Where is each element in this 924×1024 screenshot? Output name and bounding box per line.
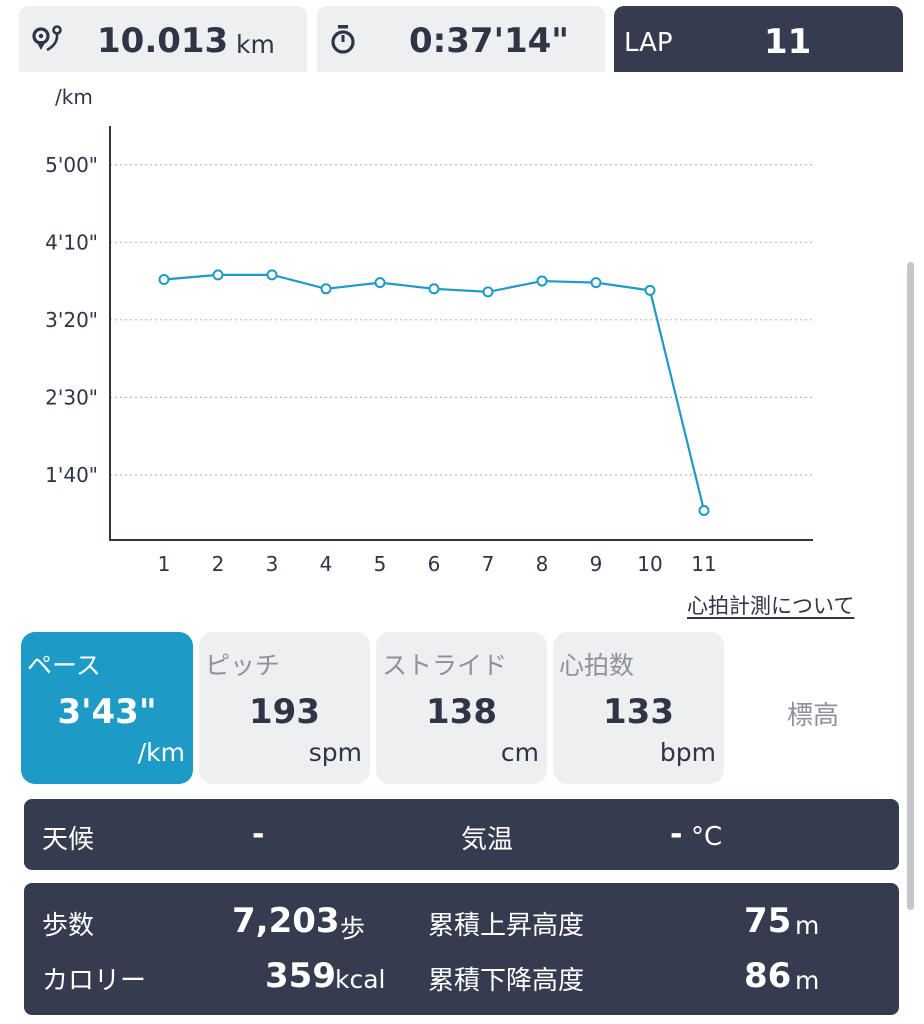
- metric-unit: bpm: [659, 738, 716, 767]
- temperature-unit: °C: [691, 822, 723, 852]
- pace-point: [536, 275, 548, 287]
- weather-label: 天候: [42, 825, 95, 855]
- y-axis-unit-label: /km: [55, 85, 93, 109]
- distance-value: 10.013: [97, 21, 229, 61]
- time-value: 0:37'14": [409, 21, 570, 61]
- y-tick-label: 4'10": [45, 230, 98, 254]
- metric-unit: /km: [137, 738, 185, 767]
- chart-grid: [110, 164, 813, 476]
- vertical-scrollbar[interactable]: [907, 262, 914, 910]
- metric-value: 193: [249, 692, 320, 732]
- metric-tab-stride[interactable]: ストライド 138 cm: [376, 632, 547, 784]
- ascent-value: 75: [744, 901, 792, 941]
- temperature-value: -: [670, 817, 683, 852]
- metric-unit: spm: [308, 738, 362, 767]
- pace-point: [266, 269, 278, 281]
- ascent-unit: m: [795, 911, 820, 940]
- pace-point: [212, 269, 224, 281]
- x-tick-label: 5: [374, 552, 387, 576]
- pace-point: [698, 505, 710, 517]
- lap-label: LAP: [624, 28, 673, 58]
- time-card: 0:37'14": [317, 6, 605, 72]
- calories-label: カロリー: [42, 966, 147, 996]
- x-tick-label: 8: [536, 552, 549, 576]
- temperature-label: 気温: [461, 825, 514, 855]
- metric-tab-pace[interactable]: ペース 3'43" /km: [21, 632, 193, 784]
- metric-value: 133: [603, 692, 674, 732]
- descent-value: 86: [744, 956, 792, 996]
- x-tick-label: 11: [691, 552, 716, 576]
- x-tick-label: 10: [637, 552, 662, 576]
- lap-card[interactable]: LAP 11: [614, 6, 903, 72]
- stopwatch-icon: [331, 25, 355, 54]
- y-tick-labels: 1'40" 2'30" 3'20" 4'10" 5'00": [45, 153, 98, 487]
- metric-unit: cm: [500, 738, 539, 767]
- x-tick-label: 7: [482, 552, 495, 576]
- ascent-label: 累積上昇高度: [428, 911, 585, 941]
- x-tick-label: 9: [590, 552, 603, 576]
- metric-value: 3'43": [57, 692, 157, 732]
- x-tick-label: 4: [320, 552, 333, 576]
- pace-series-points: [158, 269, 710, 517]
- pace-point: [590, 277, 602, 289]
- x-tick-label: 1: [158, 552, 171, 576]
- metric-label: ピッチ: [205, 651, 281, 680]
- descent-label: 累積下降高度: [428, 966, 585, 996]
- metric-label: ストライド: [382, 651, 508, 680]
- x-tick-label: 3: [266, 552, 279, 576]
- steps-value: 7,203: [232, 901, 340, 941]
- distance-card: 10.013 km: [19, 6, 307, 72]
- stats-panel: 歩数 7,203 歩 累積上昇高度 75 m カロリー 359 kcal 累積下…: [24, 883, 899, 1015]
- route-pin-icon: [32, 25, 62, 52]
- steps-label: 歩数: [42, 911, 95, 941]
- descent-unit: m: [795, 966, 820, 995]
- calories-value: 359: [265, 956, 336, 996]
- pace-point: [374, 277, 386, 289]
- steps-unit: 歩: [340, 914, 366, 943]
- y-tick-label: 1'40": [45, 463, 98, 487]
- metric-label: ペース: [27, 651, 101, 680]
- x-tick-label: 2: [212, 552, 225, 576]
- pace-point: [644, 284, 656, 296]
- weather-value: -: [252, 817, 265, 852]
- heart-rate-info-link[interactable]: 心拍計測について: [687, 594, 855, 618]
- metric-tab-heart-rate[interactable]: 心拍数 133 bpm: [553, 632, 724, 784]
- y-tick-label: 3'20": [45, 308, 98, 332]
- weather-panel: 天候 - 気温 - °C: [24, 799, 899, 870]
- pace-point: [482, 286, 494, 298]
- y-tick-label: 5'00": [45, 153, 98, 177]
- pace-point: [158, 274, 170, 286]
- x-tick-label: 6: [428, 552, 441, 576]
- pace-point: [428, 283, 440, 295]
- metric-tab-elevation[interactable]: 標高: [787, 701, 840, 731]
- y-tick-label: 2'30": [45, 385, 98, 409]
- calories-unit: kcal: [335, 965, 386, 994]
- lap-value: 11: [764, 22, 812, 62]
- pace-point: [320, 283, 332, 295]
- metric-value: 138: [426, 692, 497, 732]
- x-tick-labels: 1 2 3 4 5 6 7 8 9 10 11: [158, 552, 717, 576]
- metric-label: 心拍数: [559, 651, 635, 680]
- metric-tab-pitch[interactable]: ピッチ 193 spm: [199, 632, 370, 784]
- distance-unit: km: [236, 30, 275, 59]
